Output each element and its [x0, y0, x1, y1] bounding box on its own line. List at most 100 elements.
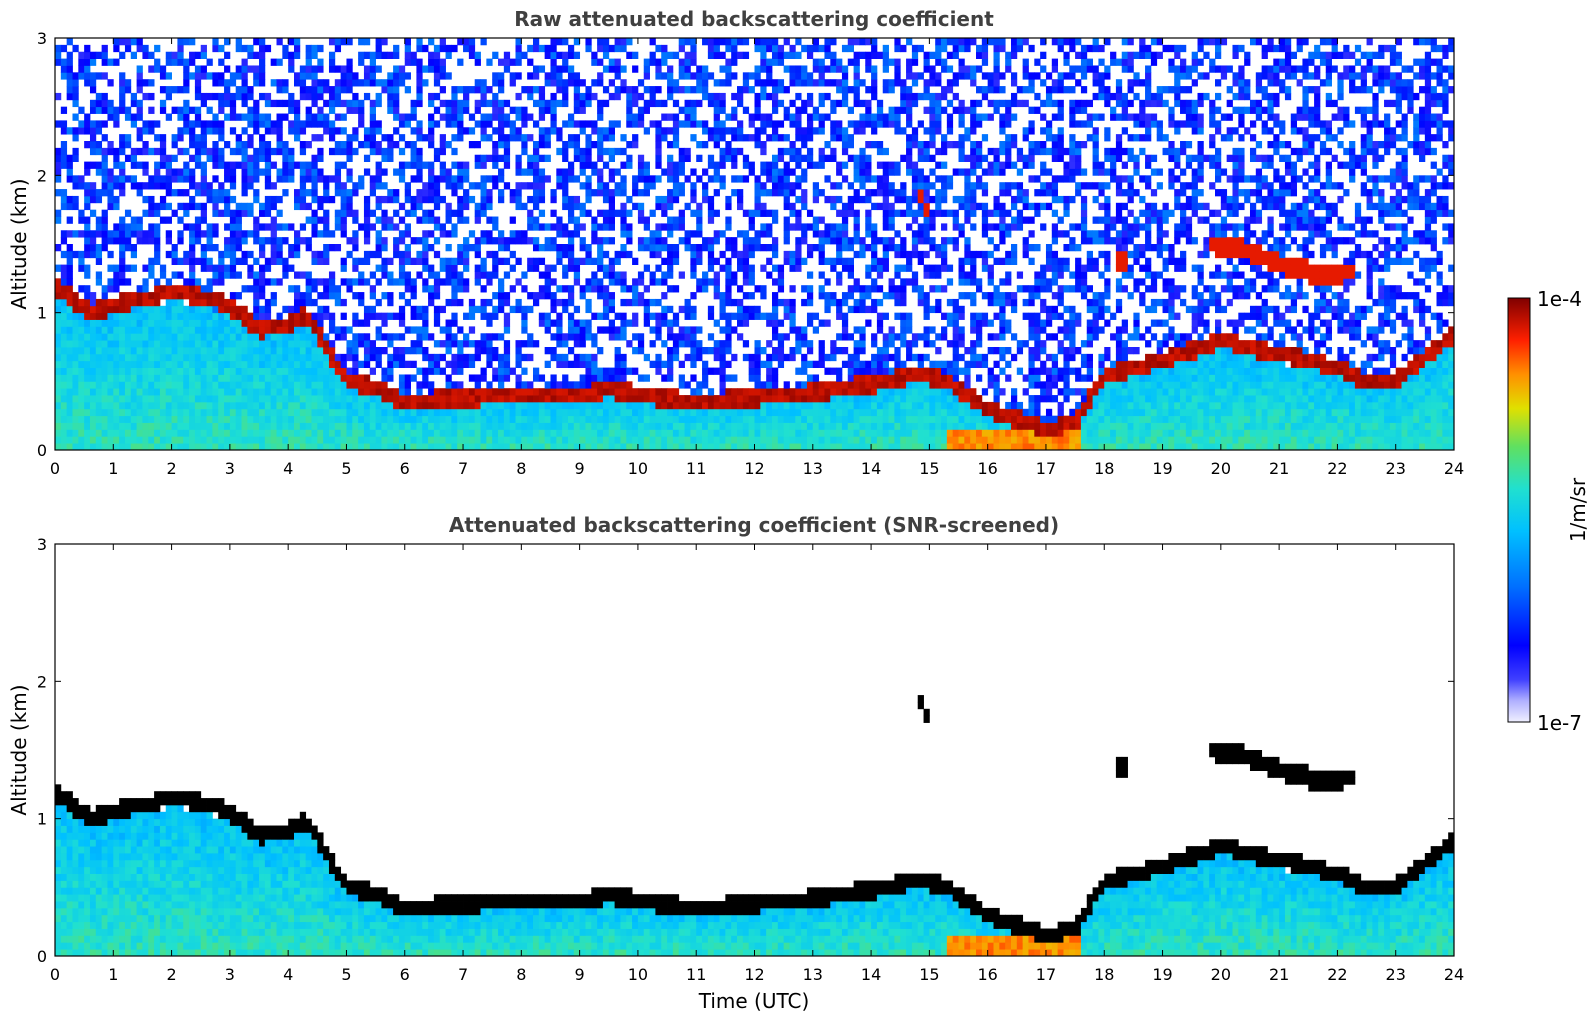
heatmap-cell: [468, 340, 476, 348]
heatmap-cell: [766, 58, 773, 66]
heatmap-cell: [328, 106, 336, 114]
heatmap-cell: [702, 271, 709, 279]
heatmap-cell: [428, 134, 435, 142]
heatmap-cell: [369, 223, 376, 231]
heatmap-cell: [72, 86, 79, 94]
heatmap-cell: [538, 44, 546, 53]
heatmap-cell: [194, 278, 202, 286]
heatmap-cell: [317, 154, 324, 162]
heatmap-cell: [352, 436, 359, 444]
heatmap-cell: [247, 401, 254, 410]
heatmap-cell: [142, 92, 149, 101]
heatmap-cell: [101, 244, 108, 252]
heatmap-cell: [498, 189, 505, 197]
heatmap-cell: [498, 401, 505, 410]
heatmap-cell: [334, 292, 342, 300]
heatmap-cell: [305, 65, 312, 73]
heatmap-cell: [783, 388, 790, 396]
heatmap-cell: [486, 154, 493, 162]
heatmap-cell: [218, 58, 225, 66]
heatmap-cell: [95, 436, 103, 444]
heatmap-cell: [661, 443, 668, 451]
heatmap-cell: [229, 230, 237, 238]
heatmap-cell: [667, 230, 674, 238]
heatmap-cell: [259, 292, 266, 300]
heatmap-cell: [229, 374, 237, 382]
heatmap-cell: [346, 285, 353, 293]
heatmap-cell: [428, 292, 435, 300]
heatmap-cell: [189, 298, 196, 307]
heatmap-cell: [241, 182, 248, 190]
heatmap-cell: [369, 443, 376, 451]
heatmap-cell: [328, 58, 336, 66]
heatmap-cell: [235, 86, 242, 94]
heatmap-cell: [119, 99, 126, 108]
heatmap-cell: [532, 189, 540, 197]
heatmap-cell: [264, 436, 272, 444]
heatmap-cell: [480, 285, 487, 293]
heatmap-cell: [463, 401, 470, 410]
heatmap-cell: [253, 271, 260, 279]
heatmap-cell: [783, 250, 790, 259]
heatmap-cell: [259, 51, 266, 59]
heatmap-cell: [200, 347, 207, 355]
heatmap-cell: [737, 305, 744, 314]
heatmap-cell: [381, 257, 388, 265]
heatmap-cell: [136, 237, 143, 245]
heatmap-cell: [439, 257, 446, 265]
heatmap-cell: [212, 360, 219, 368]
heatmap-cell: [690, 443, 697, 451]
heatmap-cell: [323, 353, 330, 362]
heatmap-cell: [358, 182, 365, 190]
heatmap-cell: [299, 347, 307, 355]
heatmap-cell: [597, 443, 604, 451]
heatmap-cell: [398, 202, 406, 211]
heatmap-cell: [509, 285, 516, 293]
heatmap-cell: [702, 367, 709, 375]
heatmap-cell: [626, 422, 633, 430]
heatmap-cell: [183, 38, 190, 46]
heatmap-cell: [789, 202, 796, 211]
heatmap-cell: [567, 326, 575, 334]
heatmap-cell: [60, 395, 68, 403]
heatmap-cell: [398, 408, 406, 417]
heatmap-cell: [264, 388, 272, 396]
heatmap-cell: [632, 175, 639, 183]
heatmap-cell: [124, 395, 132, 403]
heatmap-cell: [567, 408, 575, 417]
heatmap-cell: [760, 51, 767, 59]
heatmap-cell: [270, 223, 277, 231]
heatmap-cell: [142, 347, 149, 355]
heatmap-cell: [78, 388, 85, 396]
heatmap-cell: [486, 278, 493, 286]
heatmap-cell: [328, 347, 336, 355]
heatmap-cell: [247, 230, 254, 238]
heatmap-cell: [463, 202, 470, 211]
heatmap-cell: [515, 360, 522, 368]
heatmap-cell: [55, 347, 62, 355]
heatmap-cell: [177, 312, 184, 320]
heatmap-cell: [130, 347, 138, 355]
heatmap-cell: [719, 436, 726, 444]
heatmap-cell: [253, 120, 260, 128]
heatmap-cell: [731, 353, 738, 362]
heatmap-cell: [107, 298, 114, 307]
heatmap-cell: [259, 285, 266, 293]
heatmap-cell: [492, 161, 499, 169]
heatmap-cell: [247, 395, 254, 403]
heatmap-cell: [393, 395, 400, 403]
heatmap-cell: [334, 415, 342, 423]
heatmap-cell: [649, 244, 656, 252]
heatmap-cell: [562, 353, 569, 362]
heatmap-cell: [253, 223, 260, 231]
heatmap-cell: [713, 141, 720, 149]
heatmap-cell: [363, 278, 371, 286]
heatmap-cell: [795, 182, 802, 190]
heatmap-cell: [328, 360, 336, 368]
heatmap-cell: [369, 401, 376, 410]
heatmap-cell: [55, 189, 62, 197]
heatmap-cell: [719, 443, 726, 451]
heatmap-cell: [241, 436, 248, 444]
heatmap-cell: [311, 367, 318, 375]
heatmap-cell: [771, 92, 779, 101]
